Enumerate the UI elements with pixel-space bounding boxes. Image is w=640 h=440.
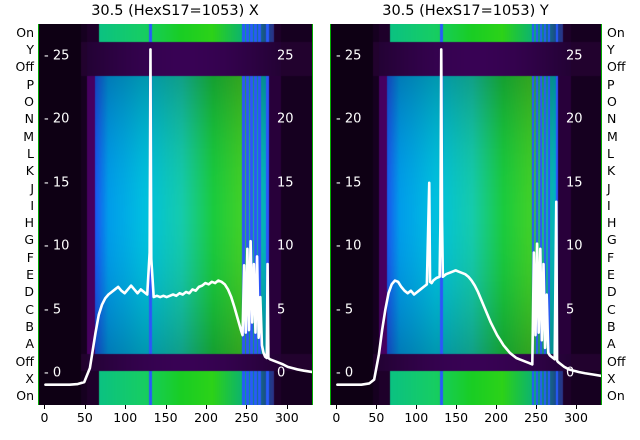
category-label-left-b: B [25,319,34,335]
category-label-right-o: O [607,93,617,109]
category-axis-left: On Y Off P O N M L K J I H G F E D C B A Off X On [0,24,34,405]
x-axis-right: 0 50 100 150 200 250 300 [330,405,600,439]
x-axis-left-label-50: 50 [76,410,93,425]
x-axis-left-tick-150 [165,405,167,409]
category-label-left-a: A [25,336,34,352]
category-label-left-p: P [26,76,34,92]
category-label-right-n: N [607,111,617,127]
x-axis-left-label-300: 300 [274,410,299,425]
category-label-left-g: G [24,232,34,248]
category-label-right-c: C [607,301,616,317]
category-label-right-off: Off [607,59,626,75]
category-label-left-n: N [24,111,34,127]
category-label-right-b: B [607,319,616,335]
category-label-right-p: P [607,76,615,92]
category-label-left-e: E [26,267,34,283]
x-axis-right-tick-200 [496,405,498,409]
category-label-right-j: J [607,180,611,196]
x-axis-left-tick-300 [286,405,288,409]
category-label-left-off: Off [15,353,34,369]
category-label-left-on: On [16,24,34,40]
trace-overlay-x [39,24,312,405]
x-axis-right-tick-0 [336,405,338,409]
category-label-right-d: D [607,284,617,300]
x-axis-right-label-200: 200 [484,410,509,425]
category-label-right-e: E [607,267,615,283]
panel-x-title: 30.5 (HexS17=1053) X [91,3,259,19]
category-axis-right: On Y Off P O N M L K J I H G F E D C B A Off X On [603,24,637,405]
category-label-left-j: J [30,180,34,196]
x-axis-right-label-50: 50 [368,410,385,425]
category-label-right-l: L [607,145,614,161]
category-label-right-i: I [607,197,611,213]
x-axis-left-tick-50 [84,405,86,409]
x-axis-left-label-0: 0 [40,410,49,425]
x-axis-right-tick-300 [576,405,578,409]
category-label-right-m: M [607,128,618,144]
category-label-left-off: Off [15,59,34,75]
heatmap-panel-y[interactable] [330,24,602,405]
x-axis-right-tick-250 [536,405,538,409]
category-label-left-i: I [30,197,34,213]
category-label-left-x: X [25,371,34,387]
category-label-left-on: On [16,388,34,404]
category-label-right-on: On [607,24,625,40]
x-axis-right-label-300: 300 [564,410,588,425]
x-axis-left: 0 50 100 150 200 250 300 [38,405,311,439]
x-axis-right-label-250: 250 [524,410,549,425]
x-axis-left-label-200: 200 [194,410,218,425]
category-label-left-h: H [24,215,34,231]
category-label-right-a: A [607,336,616,352]
category-label-left-d: D [24,284,34,300]
x-axis-right-label-150: 150 [444,410,469,425]
category-label-left-o: O [24,93,34,109]
x-axis-right-tick-100 [416,405,418,409]
category-label-left-m: M [23,128,34,144]
x-axis-left-tick-100 [125,405,127,409]
x-axis-left-label-250: 250 [234,410,259,425]
x-axis-left-label-100: 100 [113,410,138,425]
x-axis-right-tick-50 [376,405,378,409]
category-label-left-y: Y [26,41,34,57]
category-label-left-k: K [25,163,34,179]
x-axis-left-label-150: 150 [153,410,178,425]
trace-overlay-y [331,24,601,405]
category-label-left-f: F [26,249,34,265]
panel-y-title: 30.5 (HexS17=1053) Y [382,3,549,19]
category-label-right-on: On [607,388,625,404]
x-axis-left-tick-250 [246,405,248,409]
category-label-right-f: F [607,249,615,265]
category-label-right-k: K [607,163,616,179]
category-label-right-h: H [607,215,617,231]
trace-line-x [45,49,312,384]
category-label-left-l: L [27,145,34,161]
x-axis-left-tick-0 [44,405,46,409]
x-axis-right-label-100: 100 [404,410,429,425]
trace-line-y [337,49,601,384]
category-label-left-c: C [25,301,34,317]
category-label-right-g: G [607,232,617,248]
heatmap-panel-x[interactable] [38,24,313,405]
x-axis-right-label-0: 0 [332,410,341,425]
x-axis-right-tick-150 [456,405,458,409]
category-label-right-x: X [607,371,616,387]
category-label-right-off: Off [607,353,626,369]
x-axis-left-tick-200 [206,405,207,409]
category-label-right-y: Y [607,41,615,57]
